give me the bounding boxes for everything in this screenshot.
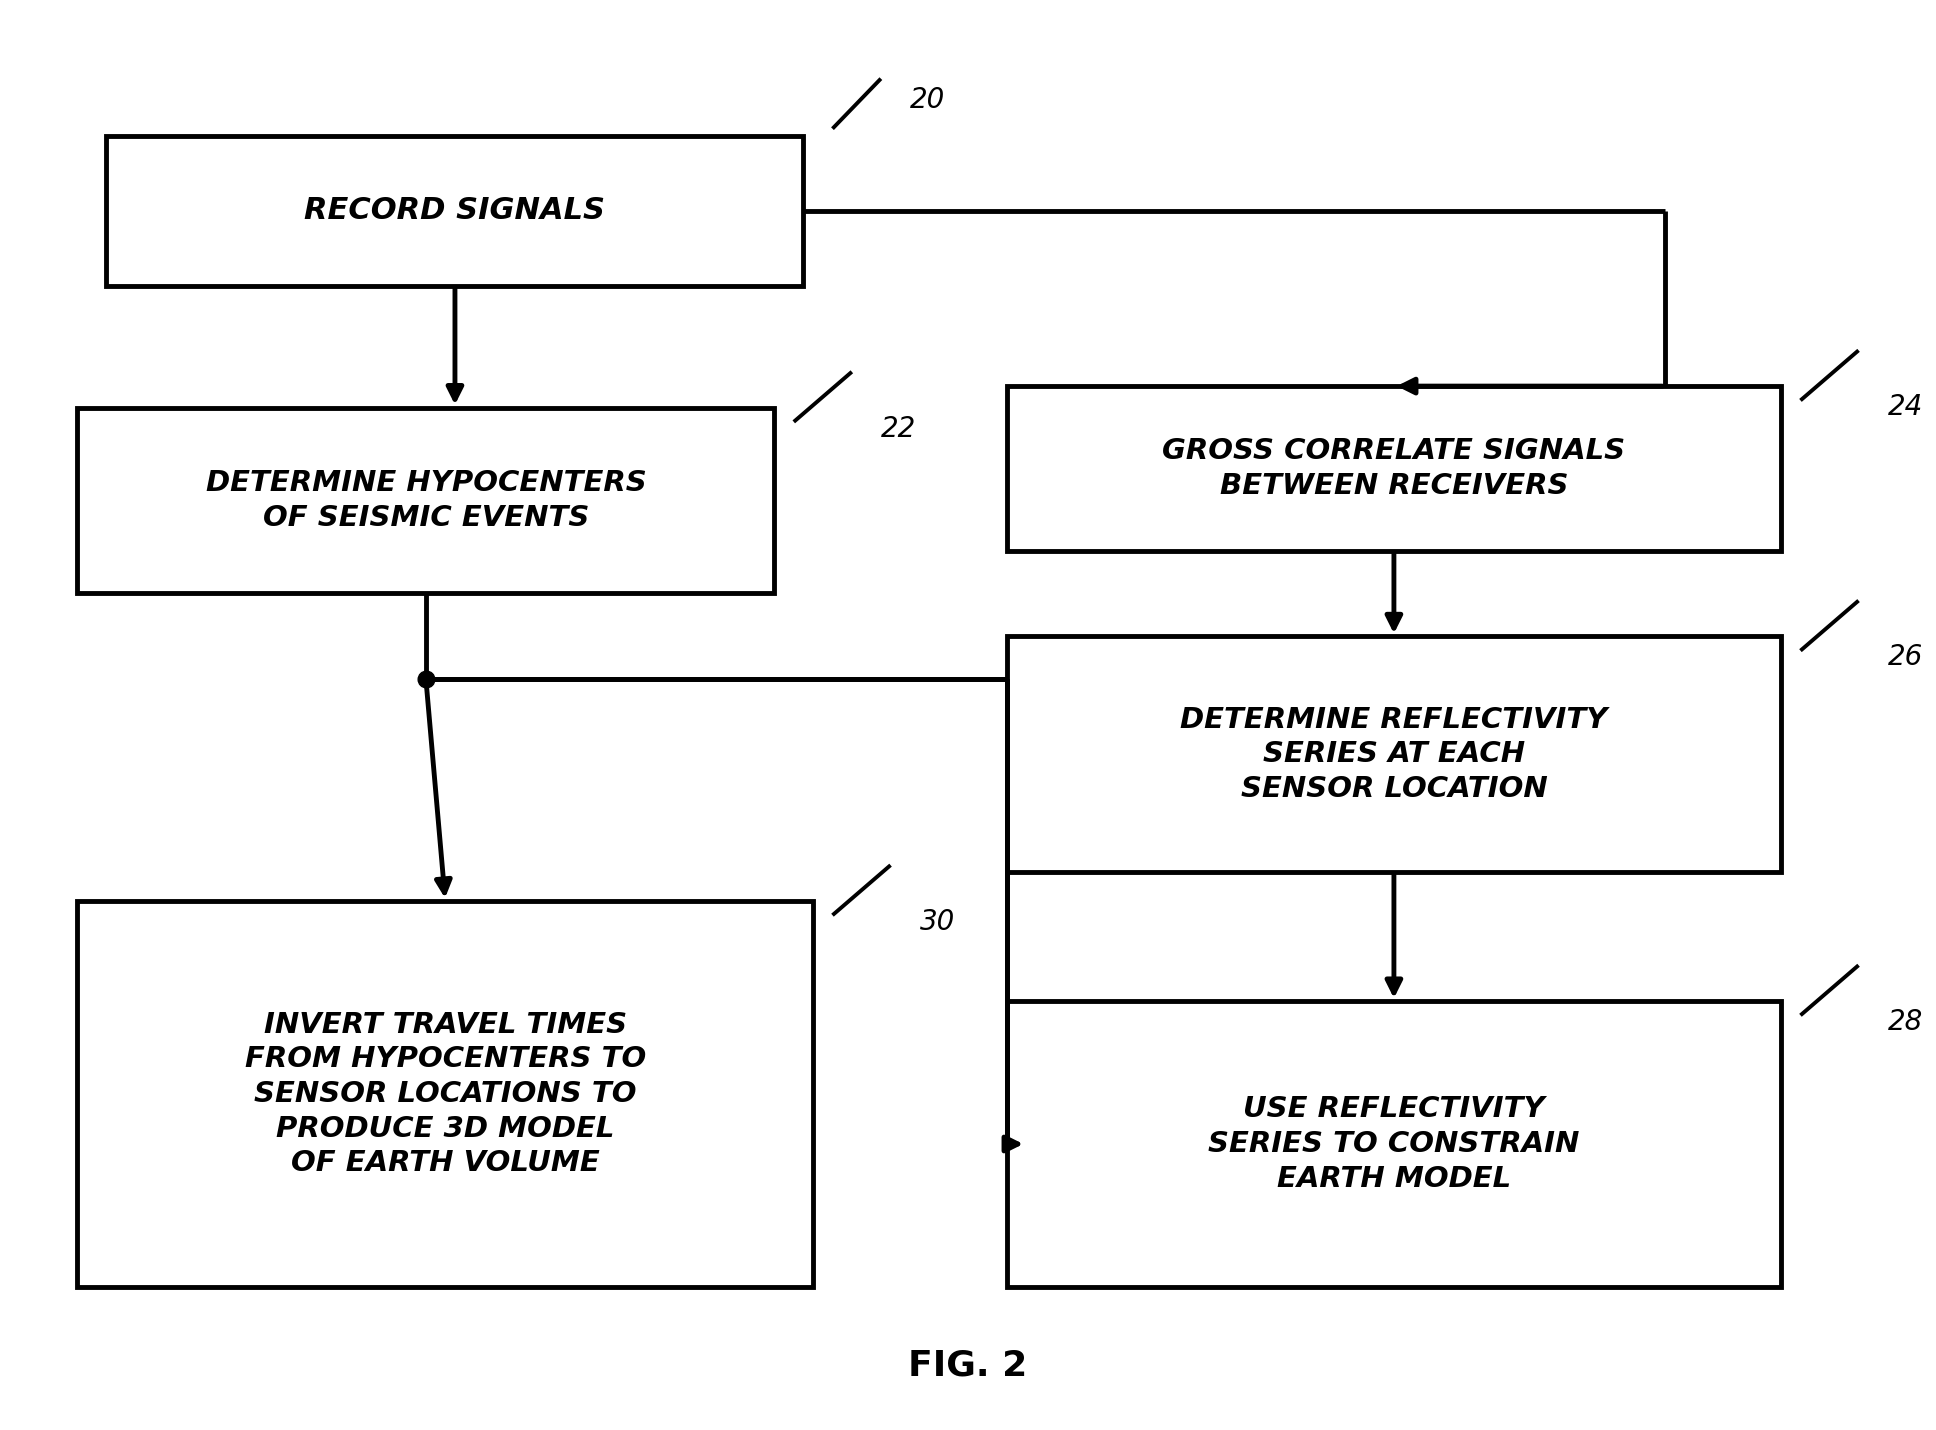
Text: GROSS CORRELATE SIGNALS
BETWEEN RECEIVERS: GROSS CORRELATE SIGNALS BETWEEN RECEIVER… xyxy=(1162,438,1626,499)
Text: FIG. 2: FIG. 2 xyxy=(908,1348,1028,1383)
FancyBboxPatch shape xyxy=(106,136,803,286)
Text: 28: 28 xyxy=(1888,1008,1922,1037)
FancyBboxPatch shape xyxy=(77,408,774,593)
Text: 22: 22 xyxy=(881,415,916,443)
FancyBboxPatch shape xyxy=(1007,1001,1781,1287)
FancyBboxPatch shape xyxy=(1007,636,1781,872)
Text: 24: 24 xyxy=(1888,393,1922,422)
FancyBboxPatch shape xyxy=(1007,386,1781,551)
FancyBboxPatch shape xyxy=(77,901,813,1287)
Text: 26: 26 xyxy=(1888,644,1922,672)
Text: 20: 20 xyxy=(910,86,945,114)
Text: DETERMINE REFLECTIVITY
SERIES AT EACH
SENSOR LOCATION: DETERMINE REFLECTIVITY SERIES AT EACH SE… xyxy=(1181,706,1607,802)
Text: INVERT TRAVEL TIMES
FROM HYPOCENTERS TO
SENSOR LOCATIONS TO
PRODUCE 3D MODEL
OF : INVERT TRAVEL TIMES FROM HYPOCENTERS TO … xyxy=(244,1011,647,1177)
Text: DETERMINE HYPOCENTERS
OF SEISMIC EVENTS: DETERMINE HYPOCENTERS OF SEISMIC EVENTS xyxy=(205,469,647,532)
Text: 30: 30 xyxy=(920,908,954,937)
Text: RECORD SIGNALS: RECORD SIGNALS xyxy=(304,196,606,226)
Text: USE REFLECTIVITY
SERIES TO CONSTRAIN
EARTH MODEL: USE REFLECTIVITY SERIES TO CONSTRAIN EAR… xyxy=(1208,1095,1580,1193)
